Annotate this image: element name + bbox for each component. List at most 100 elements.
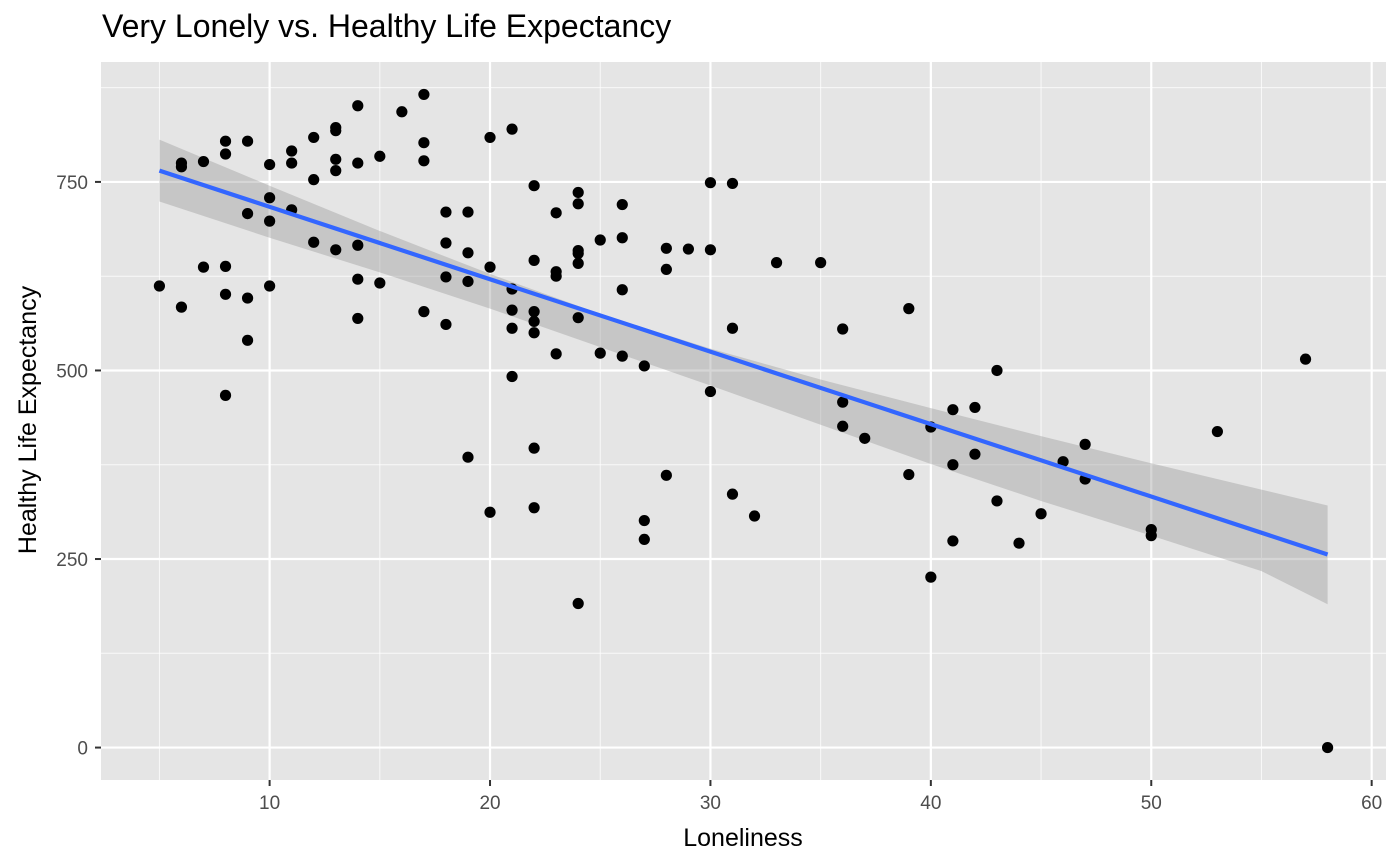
data-point [616,232,628,244]
data-point [947,404,959,416]
data-point [484,131,496,144]
data-point [352,157,364,169]
data-point [241,334,254,346]
data-point [418,88,430,101]
data-point [484,261,496,273]
data-point [418,155,430,167]
data-point [704,385,717,398]
data-point [352,239,364,251]
data-point [462,451,474,463]
data-point [616,284,628,296]
data-point [704,177,717,189]
data-point [462,247,474,259]
data-point [1211,425,1223,438]
data-point [219,135,232,147]
confidence-band [159,139,1328,605]
data-point [484,506,496,518]
data-point [374,150,386,162]
data-point [991,495,1003,507]
data-point [1013,537,1025,549]
data-point [1145,530,1157,542]
data-point [682,243,694,255]
data-point [903,303,915,315]
data-point [572,312,584,324]
data-point [1079,438,1091,450]
data-point [440,206,452,218]
data-point [175,161,188,173]
data-point [374,277,386,289]
data-point [550,348,562,360]
data-point [440,318,452,331]
data-point [330,244,342,256]
data-point [616,198,628,211]
chart-title: Very Lonely vs. Healthy Life Expectancy [102,8,672,44]
data-point [572,597,584,610]
data-point [197,261,210,273]
data-point [264,280,276,292]
data-point [219,148,232,160]
x-tick-label: 10 [259,793,280,814]
x-axis-title: Loneliness [683,824,803,852]
data-point [726,322,739,334]
data-point [837,323,849,335]
data-point [925,571,937,583]
data-point [572,247,584,260]
data-point [219,288,232,300]
data-point [726,488,739,500]
data-point [748,510,761,522]
data-point [396,106,408,118]
data-point [352,100,364,112]
data-point [264,158,276,171]
y-tick-label: 250 [56,550,88,571]
data-point [462,206,474,218]
data-point [572,257,584,269]
y-tick-label: 0 [77,739,88,760]
data-point [308,131,320,144]
data-point [837,420,849,432]
plot-panel [101,62,1386,780]
data-point [770,257,783,269]
data-point [616,350,628,362]
data-point [594,347,606,359]
data-point [197,155,210,168]
y-axis-title: Healthy Life Expectancy [14,285,42,554]
data-point [219,389,232,401]
data-point [528,327,540,339]
data-point [1035,508,1047,520]
data-point [991,364,1003,377]
axis-layer: 10 20 30 40 50 60 0 250 500 750 [56,173,1382,814]
data-point [241,207,254,220]
data-point [330,125,342,137]
data-point [286,145,298,157]
data-point [528,306,540,318]
data-point [528,315,540,328]
data-point [837,396,849,408]
data-point [440,271,452,283]
data-point [528,502,540,514]
panel-background [101,62,1386,780]
data-point [330,165,342,177]
data-point [594,234,606,246]
y-tick-label: 500 [56,361,88,382]
data-point [506,123,518,135]
data-point [1299,353,1312,365]
data-point [330,153,342,165]
x-tick-label: 20 [479,793,500,814]
x-tick-label: 60 [1361,793,1382,814]
data-point [815,257,827,269]
data-point [308,236,320,248]
data-point [153,280,166,292]
data-point [440,237,452,249]
y-tick-label: 750 [56,173,88,194]
data-point [572,198,584,210]
data-point [726,177,739,190]
data-point [175,301,188,313]
data-point [859,432,871,444]
data-point [462,275,474,288]
data-point [308,174,320,186]
data-point [704,244,717,256]
data-point [506,322,518,334]
data-point [528,254,540,266]
data-point [352,312,364,325]
